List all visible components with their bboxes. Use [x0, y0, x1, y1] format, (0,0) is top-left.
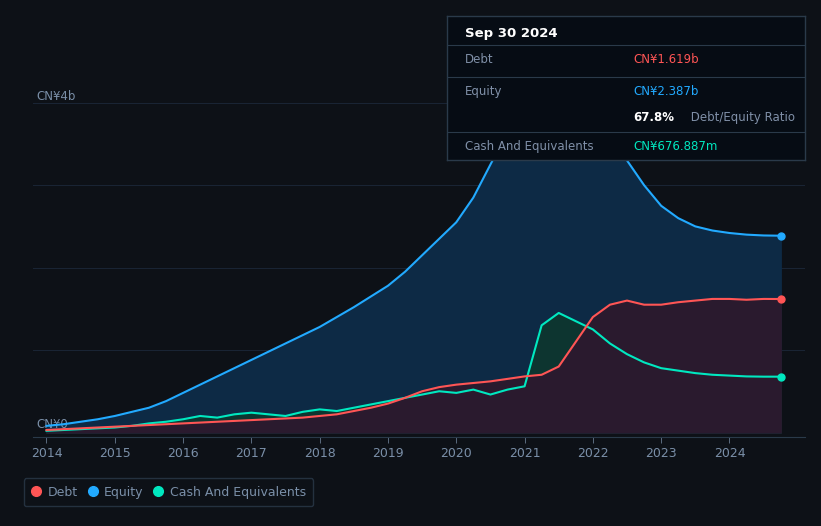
Text: CN¥676.887m: CN¥676.887m	[633, 140, 718, 153]
Text: CN¥1.619b: CN¥1.619b	[633, 54, 699, 66]
Text: CN¥0: CN¥0	[36, 418, 68, 431]
Text: Equity: Equity	[466, 85, 502, 98]
Legend: Debt, Equity, Cash And Equivalents: Debt, Equity, Cash And Equivalents	[24, 478, 313, 507]
Text: CN¥4b: CN¥4b	[36, 90, 76, 103]
Text: 67.8%: 67.8%	[633, 112, 674, 124]
Text: Cash And Equivalents: Cash And Equivalents	[466, 140, 594, 153]
Text: Debt/Equity Ratio: Debt/Equity Ratio	[686, 112, 795, 124]
Text: Sep 30 2024: Sep 30 2024	[466, 27, 558, 41]
Text: CN¥2.387b: CN¥2.387b	[633, 85, 699, 98]
Text: Debt: Debt	[466, 54, 494, 66]
